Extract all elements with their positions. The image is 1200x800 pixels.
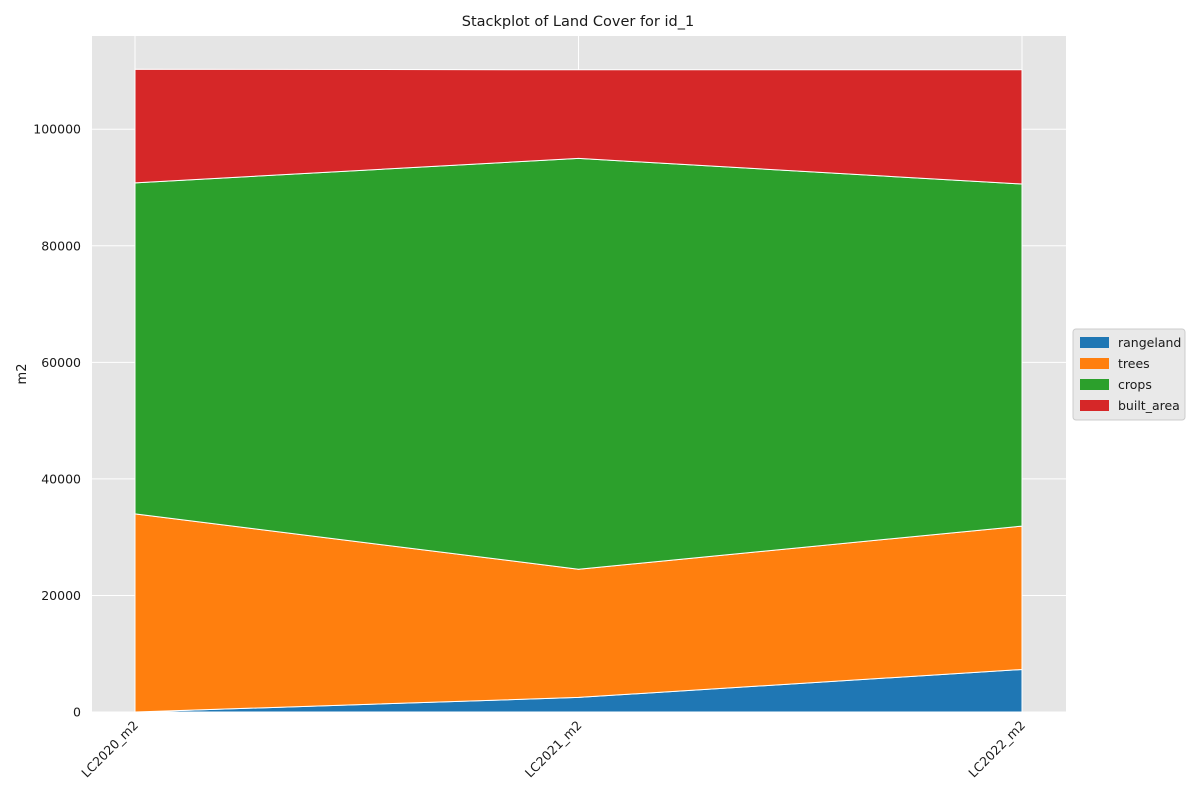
legend-label: built_area [1118,398,1180,413]
y-tick-label: 80000 [41,238,81,253]
y-axis-ticks: 0 20000 40000 60000 80000 100000 [33,122,81,720]
legend: rangeland trees crops built_area [1072,328,1186,421]
y-tick-label: 20000 [41,588,81,603]
legend-label: trees [1118,356,1150,371]
y-tick-label: 0 [73,705,81,720]
y-tick-label: 40000 [41,471,81,486]
legend-frame [1072,328,1186,421]
legend-swatch [1080,358,1109,369]
legend-swatch [1080,379,1109,390]
chart-title: Stackplot of Land Cover for id_1 [462,14,694,30]
legend-label: rangeland [1118,335,1181,350]
y-tick-label: 100000 [33,122,81,137]
area-crops [134,157,1023,570]
legend-label: crops [1118,377,1152,392]
legend-swatch [1080,337,1109,348]
y-tick-label: 60000 [41,355,81,370]
stacked-areas [134,68,1023,713]
y-axis-label: m2 [15,364,30,385]
legend-swatch [1080,400,1109,411]
area-built-area [134,68,1023,185]
